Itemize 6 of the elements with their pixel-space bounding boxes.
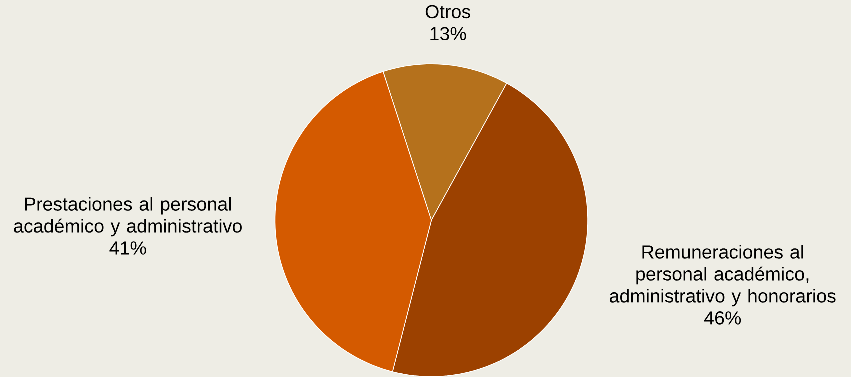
data-label: 41% [110, 242, 146, 255]
data-label: 46% [704, 311, 742, 325]
slice-label: Prestaciones al personal académico y administrativo [14, 197, 242, 237]
data-label: 13% [430, 27, 466, 40]
slice-label: Otros [426, 5, 470, 18]
slice-label: Remuneraciones al personal académico, administrativo y honorarios [610, 244, 836, 306]
